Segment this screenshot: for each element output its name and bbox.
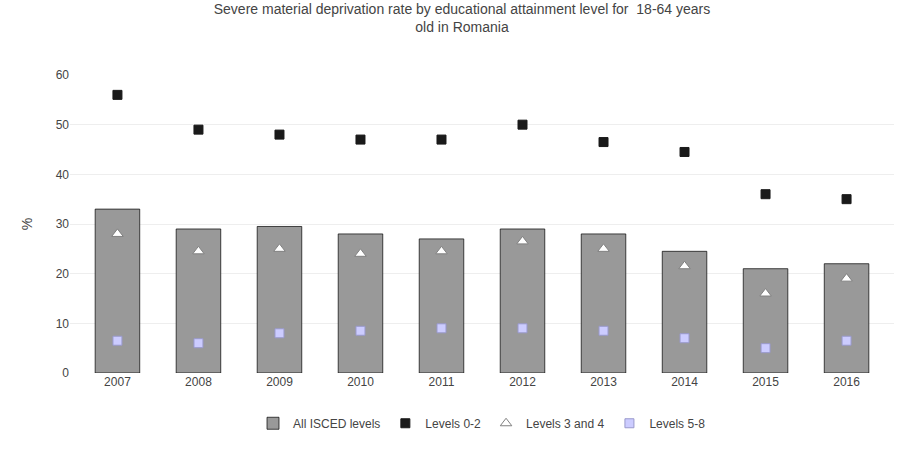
- svg-text:Severe material deprivation ra: Severe material deprivation rate by educ…: [214, 1, 711, 35]
- svg-text:2012: 2012: [509, 375, 536, 389]
- svg-text:%: %: [19, 218, 35, 230]
- svg-text:40: 40: [56, 168, 70, 182]
- svg-text:2013: 2013: [590, 375, 617, 389]
- svg-text:10: 10: [56, 317, 70, 331]
- svg-text:20: 20: [56, 267, 70, 281]
- svg-text:50: 50: [56, 118, 70, 132]
- svg-text:Levels 5-8: Levels 5-8: [649, 417, 705, 431]
- svg-text:2008: 2008: [185, 375, 212, 389]
- svg-text:Levels 0-2: Levels 0-2: [425, 417, 481, 431]
- svg-text:30: 30: [56, 217, 70, 231]
- svg-text:2009: 2009: [266, 375, 293, 389]
- svg-text:2011: 2011: [429, 375, 455, 389]
- svg-text:2007: 2007: [104, 375, 131, 389]
- svg-text:2014: 2014: [671, 375, 698, 389]
- svg-text:All ISCED levels: All ISCED levels: [293, 417, 380, 431]
- svg-text:2016: 2016: [833, 375, 860, 389]
- svg-text:2010: 2010: [347, 375, 374, 389]
- svg-text:60: 60: [56, 68, 70, 82]
- svg-text:0: 0: [62, 366, 69, 380]
- svg-text:Levels 3 and 4: Levels 3 and 4: [526, 417, 604, 431]
- svg-text:2015: 2015: [752, 375, 779, 389]
